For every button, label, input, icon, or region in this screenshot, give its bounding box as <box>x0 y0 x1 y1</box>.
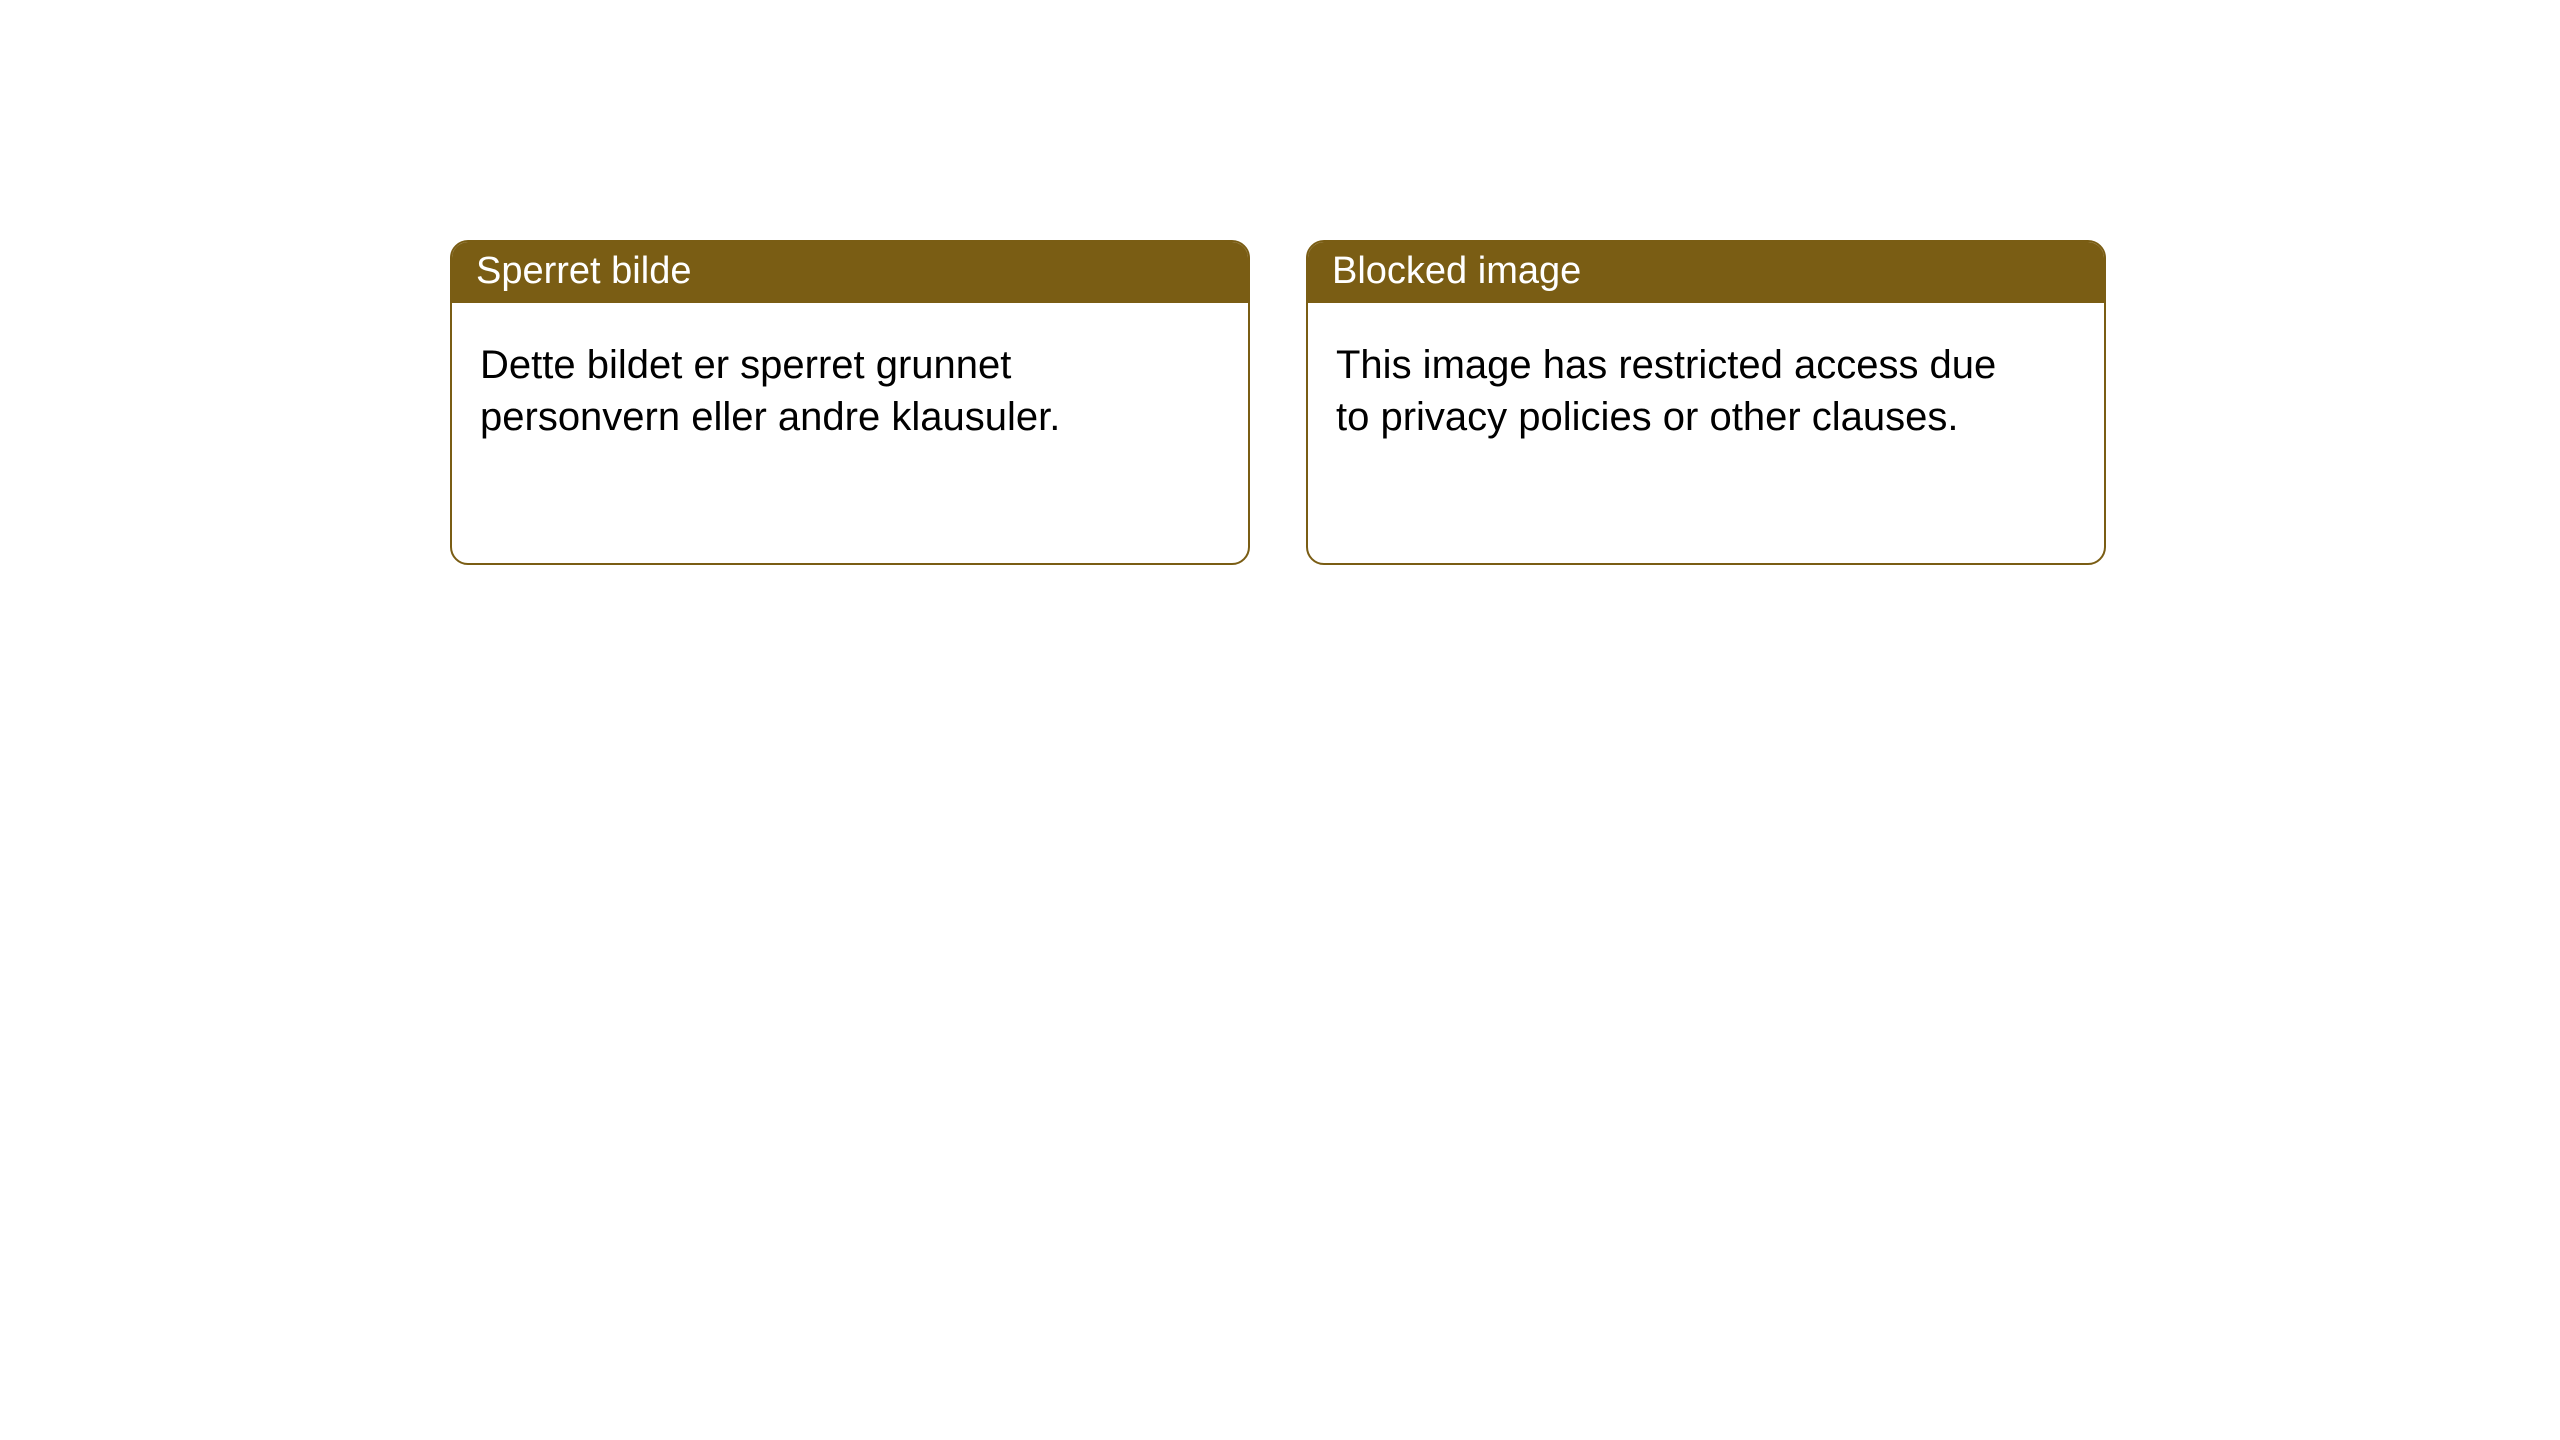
notice-title-norwegian: Sperret bilde <box>452 242 1248 303</box>
notice-card-norwegian: Sperret bilde Dette bildet er sperret gr… <box>450 240 1250 565</box>
notice-container: Sperret bilde Dette bildet er sperret gr… <box>0 0 2560 565</box>
notice-text-norwegian: Dette bildet er sperret grunnet personve… <box>480 339 1160 443</box>
notice-card-english: Blocked image This image has restricted … <box>1306 240 2106 565</box>
notice-body-norwegian: Dette bildet er sperret grunnet personve… <box>452 303 1248 563</box>
notice-text-english: This image has restricted access due to … <box>1336 339 2016 443</box>
notice-title-english: Blocked image <box>1308 242 2104 303</box>
notice-body-english: This image has restricted access due to … <box>1308 303 2104 563</box>
